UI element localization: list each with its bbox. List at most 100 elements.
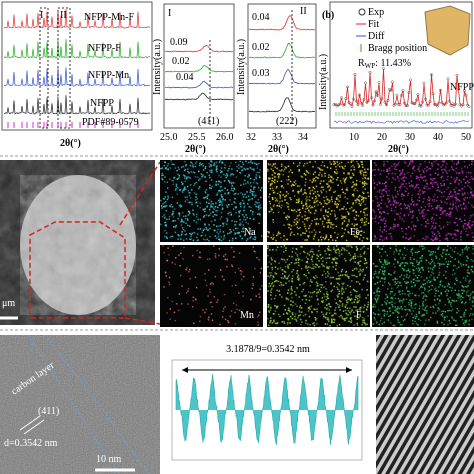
eds-signal [373,273,376,275]
eds-signal [241,237,243,240]
eds-signal [464,185,466,188]
eds-signal [299,252,302,255]
eds-signal [289,293,292,296]
eds-signal [239,210,242,212]
eds-signal [386,300,389,302]
eds-signal [356,300,359,303]
eds-signal [308,315,311,318]
exp-point [452,104,456,108]
eds-signal [358,238,361,240]
eds-signal [272,249,274,251]
eds-signal [307,172,310,174]
eds-signal [452,264,455,267]
eds-signal [288,178,290,181]
eds-signal [344,260,347,262]
eds-signal [448,207,451,210]
eds-signal [290,303,292,306]
eds-signal [239,222,242,224]
eds-signal [297,274,300,276]
eds-signal [210,220,213,223]
eds-signal [219,224,222,227]
panel-b: (b) Intensity(a.u.) Exp Fit Diff Bragg p… [318,1,474,155]
eds-signal [168,281,170,283]
eds-signal [466,234,468,236]
eds-signal [184,165,187,167]
eds-signal [316,257,319,260]
eds-signal [196,249,198,252]
eds-signal [316,190,319,193]
eds-signal [280,165,283,168]
eds-signal [230,189,233,191]
eds-signal [465,264,468,266]
eds-signal [214,213,216,216]
eds-signal [457,172,460,175]
eds-signal [436,208,438,210]
eds-signal [399,250,401,252]
eds-signal [300,202,303,204]
eds-signal [174,263,176,265]
eds-signal [451,160,453,162]
eds-signal [452,194,454,196]
eds-signal [178,204,181,207]
eds-signal [195,201,198,204]
eds-signal [437,173,440,176]
eds-signal [421,315,423,317]
eds-signal [347,231,349,233]
eds-signal [459,281,462,283]
eds-signal [319,172,321,174]
eds-signal [463,178,465,181]
eds-signal [398,291,400,293]
eds-signal [188,194,191,197]
eds-signal [378,259,381,261]
eds-signal [383,217,386,220]
eds-signal [386,295,389,298]
eds-signal [333,163,335,165]
eds-signal [377,245,379,248]
eds-signal [197,218,199,221]
eds-signal [348,220,350,223]
eds-signal [408,214,410,216]
eds-signal [183,188,185,190]
eds-signal [212,215,214,218]
eds-signal [232,208,235,210]
eds-signal [407,171,409,174]
eds-signal [320,209,322,212]
eds-signal [185,176,188,178]
eds-signal [325,298,327,301]
eds-signal [427,219,429,221]
eds-signal [294,218,296,221]
eds-signal [251,168,253,170]
eds-signal [322,189,325,191]
eds-signal [252,188,255,190]
eds-signal [413,228,416,231]
eds-signal [235,304,238,306]
eds-signal [361,170,363,172]
eds-signal [419,271,422,274]
eds-signal [336,206,338,209]
eds-signal [314,277,316,280]
eds-signal [268,211,271,213]
eds-signal [344,317,346,320]
eds-signal [327,249,329,252]
eds-signal [397,225,399,227]
eds-signal [295,320,298,322]
eds-signal [250,298,252,301]
eds-signal [208,202,210,205]
eds-signal [390,235,393,238]
line-profile: 3.1878/9=0.3542 nm [171,344,363,461]
eds-signal [325,262,328,264]
eds-signal [326,312,328,314]
element-label: Fe [350,227,361,238]
eds-signal [344,228,347,231]
eds-signal [305,178,307,180]
eds-signal [372,209,374,211]
eds-signal [468,220,471,222]
eds-signal [364,304,366,306]
eds-signal [171,235,173,238]
eds-signal [365,262,368,264]
eds-signal [332,257,334,260]
eds-signal [250,160,252,162]
eds-signal [273,171,276,174]
eds-signal [284,199,286,201]
eds-signal [454,272,456,275]
